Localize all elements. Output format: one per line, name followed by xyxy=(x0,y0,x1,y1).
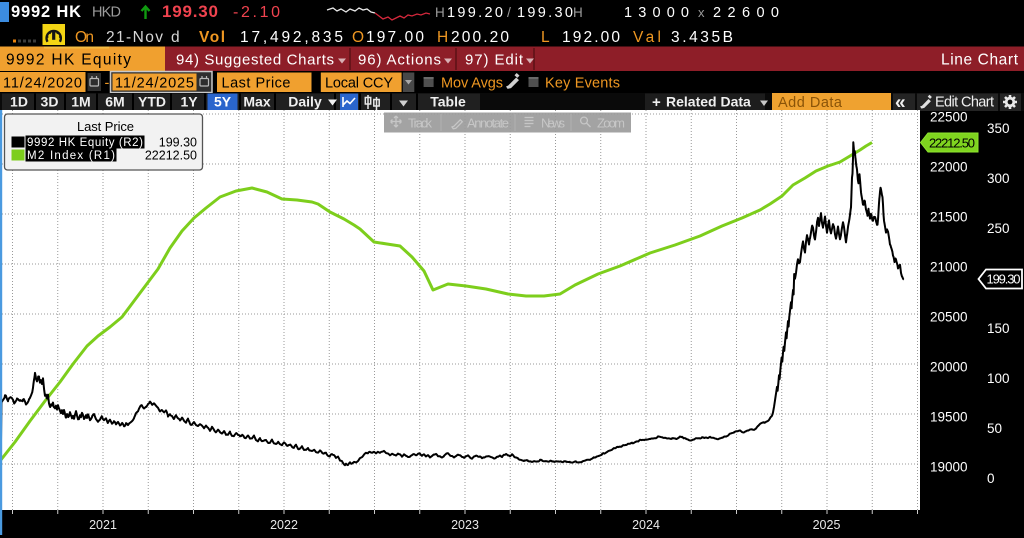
svg-text:YTD: YTD xyxy=(138,94,166,110)
svg-text:3.435B: 3.435B xyxy=(671,29,733,46)
svg-text:5Y: 5Y xyxy=(214,94,232,110)
svg-text:Line Chart: Line Chart xyxy=(941,52,1019,69)
svg-text:O: O xyxy=(352,29,364,46)
svg-text:Key Events: Key Events xyxy=(545,76,620,92)
svg-text:Mov Avgs: Mov Avgs xyxy=(441,76,503,92)
svg-text:11/24/2025: 11/24/2025 xyxy=(115,76,194,92)
svg-text:Last Price: Last Price xyxy=(222,76,291,92)
svg-text:9992 HK Equity (R2): 9992 HK Equity (R2) xyxy=(27,137,143,149)
svg-text:199.30: 199.30 xyxy=(987,272,1021,287)
svg-text:150: 150 xyxy=(987,321,1010,336)
svg-text:Related Data: Related Data xyxy=(666,94,751,110)
svg-text:2024: 2024 xyxy=(632,518,660,532)
svg-text:22212.50: 22212.50 xyxy=(929,136,975,151)
svg-text:22212.50: 22212.50 xyxy=(145,149,197,163)
svg-text:Val: Val xyxy=(633,29,661,46)
svg-text:Max: Max xyxy=(243,94,270,110)
svg-text:199.30: 199.30 xyxy=(159,136,197,150)
svg-text:199.30: 199.30 xyxy=(517,5,573,21)
svg-text:Annotate: Annotate xyxy=(467,116,509,131)
svg-text:6M: 6M xyxy=(105,94,124,110)
svg-text:197.00: 197.00 xyxy=(366,29,424,46)
svg-text:Add Data: Add Data xyxy=(778,95,843,111)
svg-text:22600: 22600 xyxy=(713,5,779,21)
svg-text:50: 50 xyxy=(987,421,1002,436)
svg-text:9992 HK Equity: 9992 HK Equity xyxy=(6,52,131,69)
svg-text:2021: 2021 xyxy=(89,518,117,532)
svg-text:x: x xyxy=(698,5,705,20)
svg-text:97) Edit: 97) Edit xyxy=(465,52,524,69)
svg-text:11/24/2020: 11/24/2020 xyxy=(3,76,82,92)
svg-text:Vol: Vol xyxy=(199,29,225,46)
svg-text:200.20: 200.20 xyxy=(451,29,509,46)
svg-text:300: 300 xyxy=(987,171,1010,186)
svg-text:Zoom: Zoom xyxy=(597,116,625,131)
svg-text:3D: 3D xyxy=(41,94,59,110)
svg-text:d: d xyxy=(171,29,180,46)
svg-text:H: H xyxy=(573,5,583,20)
svg-text:2022: 2022 xyxy=(270,518,298,532)
svg-text:/: / xyxy=(507,4,511,20)
svg-text:-: - xyxy=(105,76,110,92)
svg-text:News: News xyxy=(541,116,566,131)
svg-text:19500: 19500 xyxy=(930,410,968,425)
svg-text:M2 Index (R1): M2 Index (R1) xyxy=(27,150,115,162)
svg-text:19000: 19000 xyxy=(930,460,968,475)
svg-text:2025: 2025 xyxy=(813,518,841,532)
svg-text:HKD: HKD xyxy=(92,5,121,21)
svg-text:22500: 22500 xyxy=(930,110,968,125)
svg-text:94) Suggested Charts: 94) Suggested Charts xyxy=(176,52,334,69)
svg-text:H: H xyxy=(437,29,448,46)
svg-text:22000: 22000 xyxy=(930,160,968,175)
svg-text:21-Nov: 21-Nov xyxy=(106,29,163,46)
svg-text:1D: 1D xyxy=(10,94,28,110)
svg-text:192.00: 192.00 xyxy=(562,29,620,46)
svg-text:0: 0 xyxy=(987,471,995,486)
svg-text:199.20: 199.20 xyxy=(447,5,503,21)
svg-text:20000: 20000 xyxy=(930,360,968,375)
svg-text:20500: 20500 xyxy=(930,310,968,325)
svg-text:1Y: 1Y xyxy=(180,94,198,110)
svg-text:Track: Track xyxy=(408,116,433,131)
svg-text:9992 HK: 9992 HK xyxy=(11,3,81,21)
svg-text:Table: Table xyxy=(430,94,466,110)
svg-text:Edit Chart: Edit Chart xyxy=(935,95,994,111)
svg-text:Last Price: Last Price xyxy=(77,119,134,134)
svg-text:On: On xyxy=(75,29,94,46)
svg-text:250: 250 xyxy=(987,221,1010,236)
svg-text:«: « xyxy=(895,93,906,114)
svg-text:L: L xyxy=(541,29,550,46)
svg-text:2023: 2023 xyxy=(451,518,479,532)
svg-text:21500: 21500 xyxy=(930,210,968,225)
svg-text:100: 100 xyxy=(987,371,1010,386)
svg-text:96) Actions: 96) Actions xyxy=(358,52,441,69)
svg-text:1M: 1M xyxy=(71,94,90,110)
svg-text:199.30: 199.30 xyxy=(162,2,218,21)
svg-text:13000: 13000 xyxy=(624,5,689,21)
svg-text:-2.10: -2.10 xyxy=(233,4,280,21)
svg-text:H: H xyxy=(435,5,445,20)
svg-text:Local CCY: Local CCY xyxy=(325,76,393,92)
svg-text:21000: 21000 xyxy=(930,260,968,275)
svg-text:+: + xyxy=(652,94,661,111)
svg-text:350: 350 xyxy=(987,121,1010,136)
svg-text:Daily: Daily xyxy=(288,94,322,110)
